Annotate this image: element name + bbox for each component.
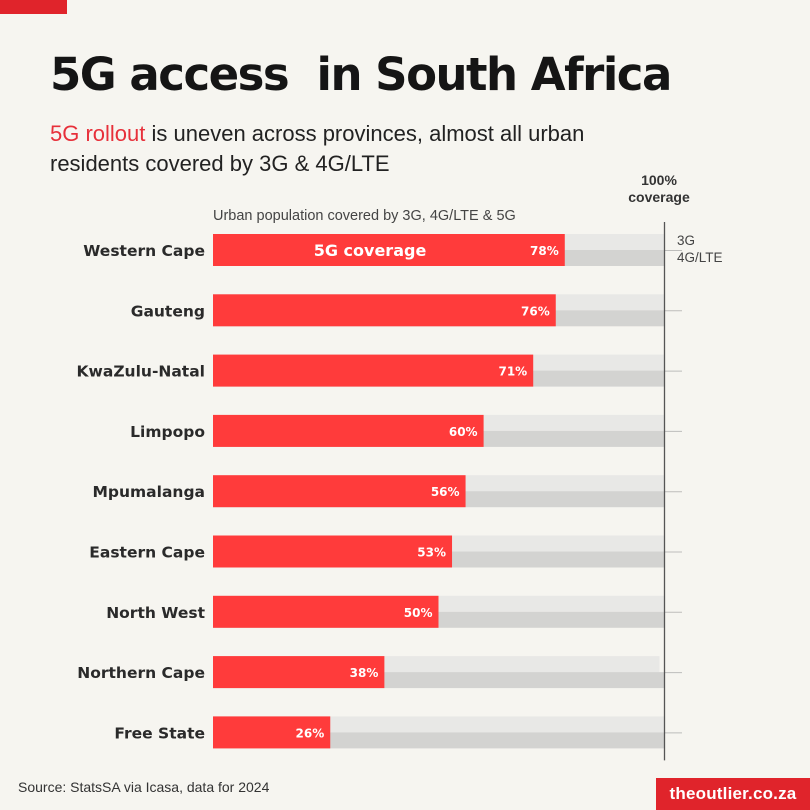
- 5g-bar: [213, 595, 439, 628]
- data-label: 38%: [350, 666, 379, 680]
- category-label: Mpumalanga: [92, 483, 205, 501]
- subtitle-text: is uneven across provinces, almost all u…: [50, 121, 585, 176]
- 5g-bar: [213, 414, 484, 447]
- 5g-bar: [213, 234, 565, 266]
- 5g-bar: [213, 294, 556, 327]
- 5g-bar: [213, 475, 466, 508]
- category-label: North West: [106, 604, 205, 622]
- category-label: Gauteng: [131, 302, 205, 320]
- page-title: 5G access in South Africa: [50, 48, 672, 101]
- legend-side-labels: 3G 4G/LTE: [677, 232, 723, 266]
- 5g-bar: [213, 535, 453, 568]
- 5g-bar: [213, 354, 534, 387]
- subtitle-highlight: 5G rollout: [50, 121, 146, 146]
- category-label: Limpopo: [130, 423, 205, 441]
- category-label: Eastern Cape: [89, 544, 205, 562]
- category-label: Free State: [114, 724, 205, 742]
- data-label: 71%: [498, 365, 527, 379]
- axis-caption: Urban population covered by 3G, 4G/LTE &…: [213, 208, 516, 224]
- data-label: 50%: [404, 606, 433, 620]
- data-label: 60%: [449, 425, 478, 439]
- legend-4g-label: 4G/LTE: [677, 250, 723, 265]
- category-label: Western Cape: [83, 242, 205, 260]
- data-label: 26%: [296, 726, 325, 740]
- brand-badge[interactable]: theoutlier.co.za: [656, 778, 810, 810]
- legend-3g-label: 3G: [677, 233, 696, 248]
- source-note: Source: StatsSA via Icasa, data for 2024: [18, 779, 270, 795]
- 5g-bar: [213, 716, 331, 749]
- full-coverage-label: 100% coverage: [628, 172, 690, 205]
- series-inline-label: 5G coverage: [314, 241, 427, 260]
- category-label: Northern Cape: [77, 664, 205, 682]
- data-label: 56%: [431, 485, 460, 499]
- 5g-bar: [213, 656, 385, 689]
- data-label: 53%: [417, 546, 446, 560]
- data-label: 76%: [521, 304, 550, 318]
- data-label: 78%: [530, 244, 559, 258]
- category-label: KwaZulu-Natal: [77, 363, 205, 381]
- subtitle: 5G rollout is uneven across provinces, a…: [50, 119, 590, 179]
- top-accent-bar: [0, 0, 67, 14]
